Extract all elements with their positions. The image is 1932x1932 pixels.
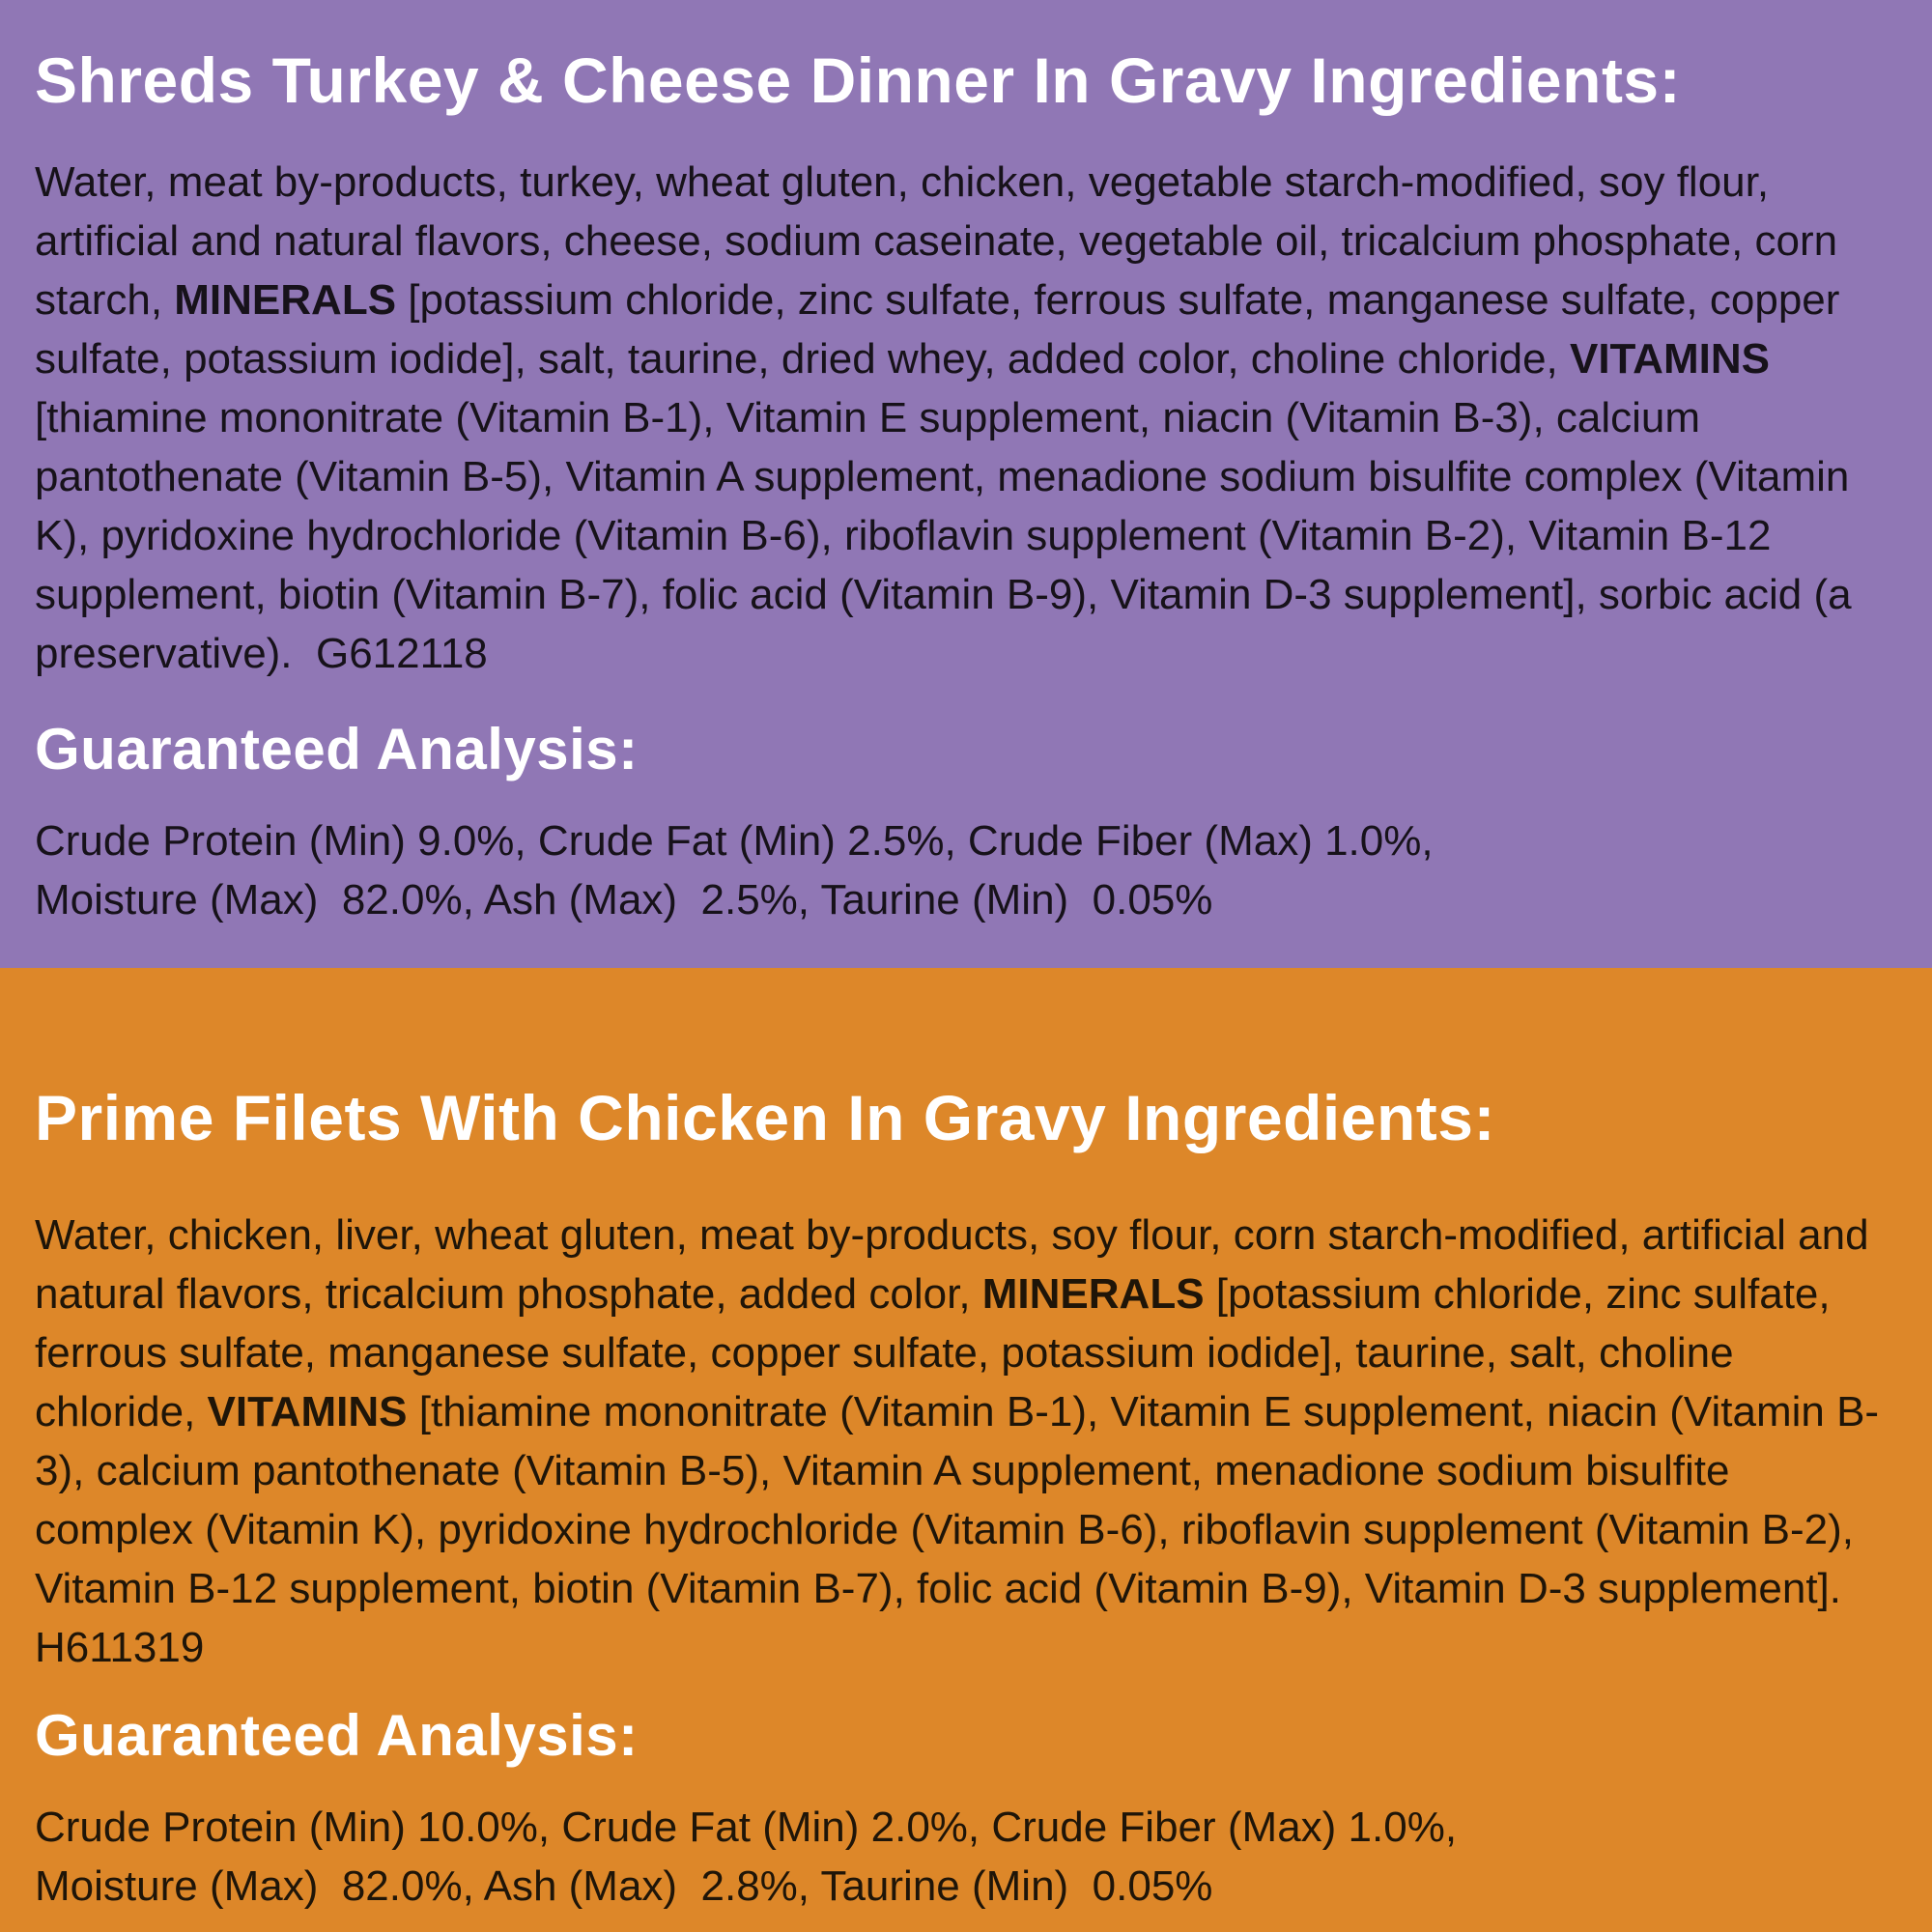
prime-filets-analysis-line: Crude Protein (Min) 10.0%, Crude Fat (Mi… [35,1803,1458,1851]
shreds-ingredients-text: Water, meat by-products, turkey, wheat g… [35,157,1863,677]
prime-filets-analysis-line: Moisture (Max) 82.0%, Ash (Max) 2.8%, Ta… [35,1861,1213,1910]
shreds-section-title: Shreds Turkey & Cheese Dinner In Gravy I… [35,44,1682,116]
prime-filets-ingredients-text: Water, chicken, liver, wheat gluten, mea… [35,1210,1881,1671]
shreds-analysis-line: Moisture (Max) 82.0%, Ash (Max) 2.5%, Ta… [35,875,1213,923]
section-shreds-turkey-cheese: Shreds Turkey & Cheese Dinner In Gravy I… [0,0,1932,968]
section-prime-filets-chicken: Prime Filets With Chicken In Gravy Ingre… [0,968,1932,1932]
shreds-guaranteed-analysis-heading: Guaranteed Analysis: [35,716,639,781]
prime-filets-section-title: Prime Filets With Chicken In Gravy Ingre… [35,1082,1495,1153]
shreds-analysis-line: Crude Protein (Min) 9.0%, Crude Fat (Min… [35,816,1434,865]
prime-filets-guaranteed-analysis-heading: Guaranteed Analysis: [35,1702,639,1768]
